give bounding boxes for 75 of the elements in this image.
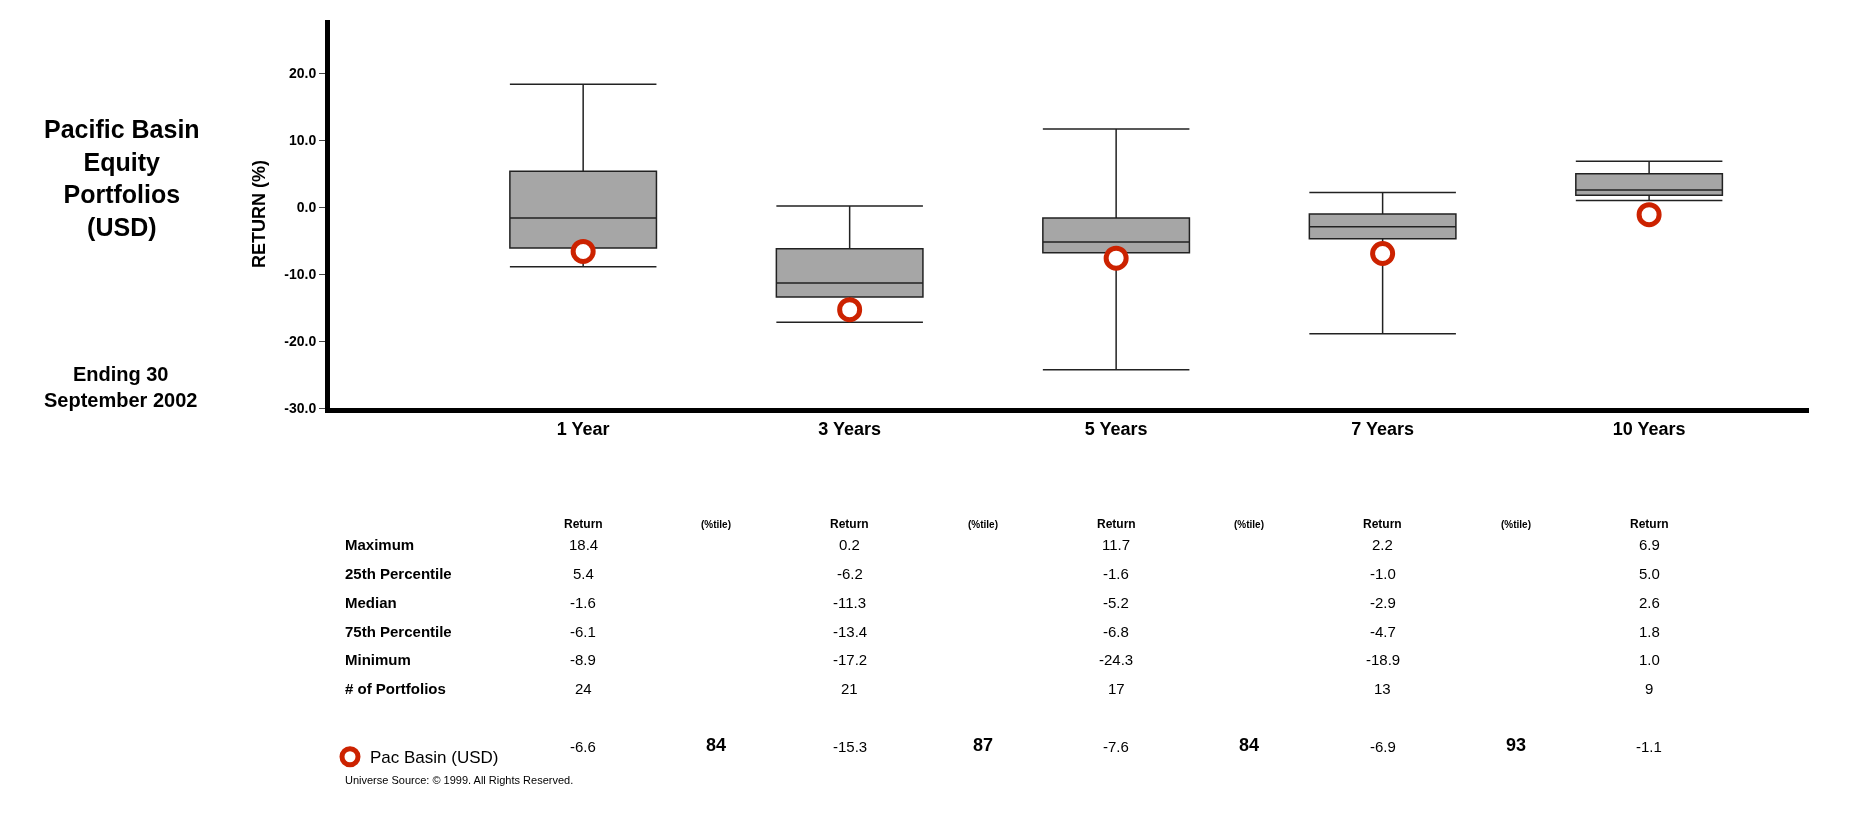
text: 24 (575, 680, 592, 697)
text: 2.2 (1372, 536, 1393, 553)
point (837, 297, 863, 323)
text: -5.2 (1103, 594, 1129, 611)
text: -6.6 (570, 738, 596, 755)
text: Return (564, 517, 603, 531)
text: (%tile) (1234, 519, 1264, 530)
point (1636, 202, 1662, 228)
text: -1.6 (570, 594, 596, 611)
text: Maximum (345, 536, 415, 553)
text: 17 (1108, 680, 1125, 697)
text: -4.7 (1370, 623, 1396, 640)
text: 5.0 (1639, 565, 1660, 582)
text: -7.6 (1103, 738, 1129, 755)
text: 0.2 (839, 536, 860, 553)
y-tick-label: 10.0 (288, 132, 317, 149)
text: 1.8 (1639, 623, 1660, 640)
point (1370, 240, 1396, 266)
x-tick-label: 3 Years (818, 418, 882, 439)
text: Return (830, 517, 869, 531)
text: 75th Percentile (345, 623, 452, 640)
y-tick-label: -30.0 (284, 399, 317, 416)
text: # of Portfolios (345, 680, 446, 697)
text: 84 (706, 735, 727, 755)
y-tick-label: -10.0 (284, 266, 317, 283)
text: -15.3 (833, 738, 868, 755)
text: -11.3 (833, 594, 867, 611)
text: (%tile) (1501, 519, 1531, 530)
text: (%tile) (968, 519, 998, 530)
y-tick-label: 0.0 (296, 199, 317, 216)
text: 25th Percentile (345, 565, 452, 582)
text: 1.0 (1639, 651, 1660, 668)
text: -6.8 (1103, 623, 1129, 640)
text: Minimum (345, 651, 411, 668)
text: -13.4 (833, 623, 868, 640)
text: 18.4 (569, 536, 599, 553)
text: 9 (1645, 680, 1654, 697)
x-tick-label: 7 Years (1351, 418, 1414, 439)
point (570, 238, 596, 264)
text: 21 (841, 680, 858, 697)
text: Ending 30 September 2002 (44, 363, 198, 411)
text: -17.2 (833, 651, 868, 668)
text: 6.9 (1639, 536, 1660, 553)
text: (%tile) (701, 519, 731, 530)
text: 87 (973, 735, 994, 755)
text: -6.1 (570, 623, 596, 640)
text: -18.9 (1366, 651, 1401, 668)
y-tick-label: 20.0 (288, 65, 317, 82)
text: Pacific Basin Equity Portfolios (USD) (44, 115, 200, 241)
x-tick-label: 5 Years (1084, 418, 1148, 439)
text: Return (1097, 517, 1136, 531)
x-tick-label: 10 Years (1612, 418, 1686, 439)
legend-label: Pac Basin (USD) (370, 748, 499, 768)
x-tick-label: 1 Year (556, 418, 610, 439)
text: 13 (1374, 680, 1391, 697)
text: -6.2 (837, 565, 863, 582)
text: -1.0 (1370, 565, 1396, 582)
text: -1.6 (1103, 565, 1129, 582)
text: -24.3 (1099, 651, 1134, 668)
text: -2.9 (1370, 594, 1396, 611)
text: 84 (1239, 735, 1260, 755)
text: 5.4 (573, 565, 594, 582)
y-tick-label: -20.0 (284, 333, 317, 349)
text: 11.7 (1102, 536, 1131, 553)
text: Universe Source: © 1999. All Rights Reserved. (345, 774, 574, 786)
text: -8.9 (570, 651, 596, 668)
point (1103, 245, 1129, 271)
text: Return (1630, 517, 1669, 531)
text: -6.9 (1370, 738, 1396, 755)
text: Median (345, 594, 397, 611)
text: -1.1 (1636, 738, 1662, 755)
text: 2.6 (1639, 594, 1660, 611)
y-axis-title: RETURN (%) (249, 160, 270, 268)
text: Return (1363, 517, 1402, 531)
text: 93 (1506, 735, 1527, 755)
